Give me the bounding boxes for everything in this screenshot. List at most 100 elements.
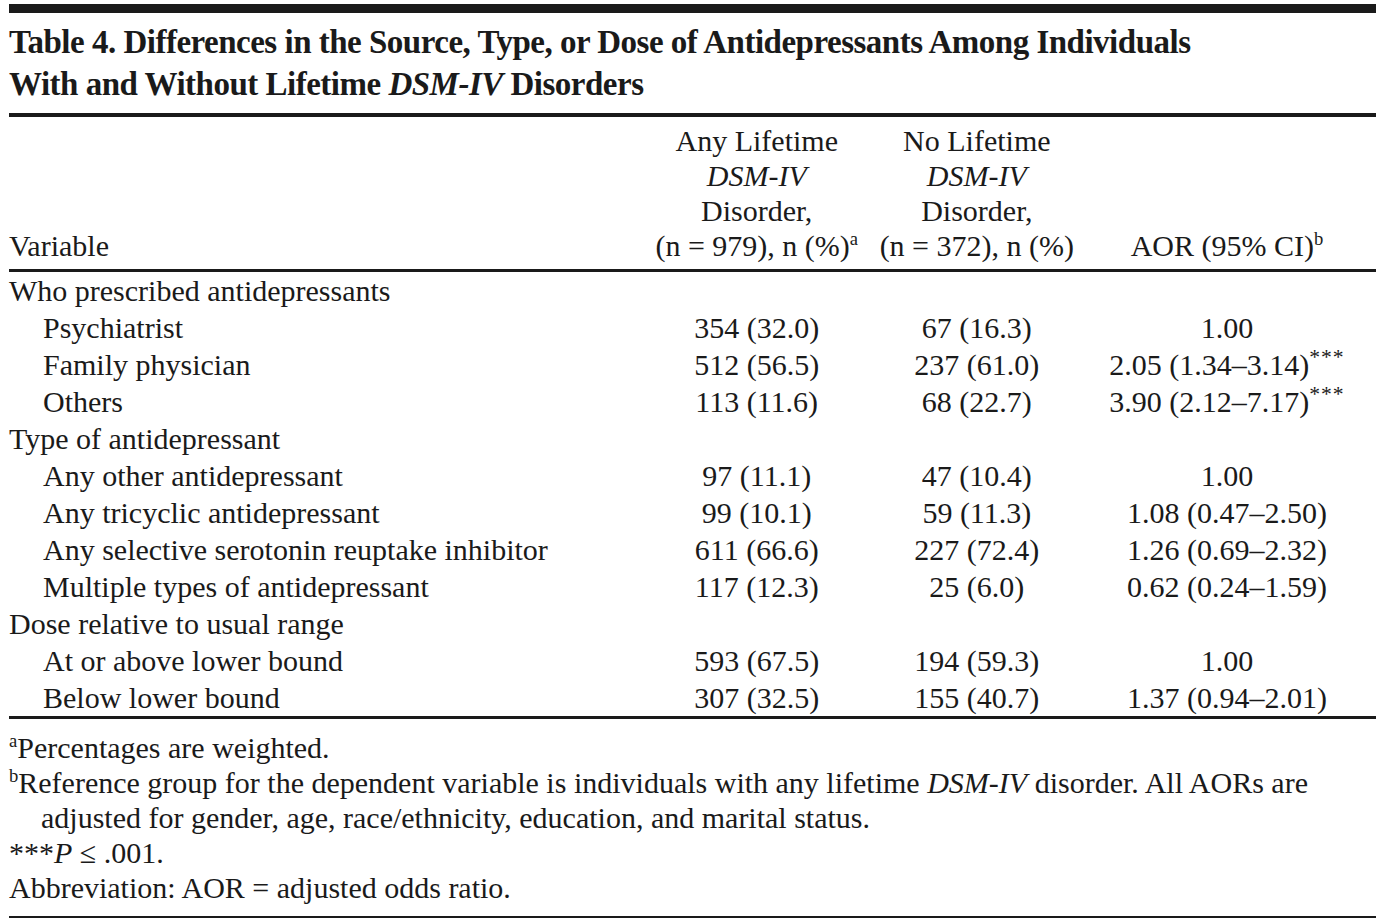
cell-no-lifetime: 155 (40.7)	[876, 679, 1078, 716]
no-lifetime-n: (n = 372), n (%)	[880, 229, 1074, 262]
cell-no-lifetime: 68 (22.7)	[876, 383, 1078, 420]
row-label: At or above lower bound	[9, 642, 638, 679]
column-header-no-lifetime: No Lifetime DSM-IV Disorder, (n = 372), …	[876, 123, 1078, 263]
no-lifetime-line3: Disorder,	[876, 193, 1078, 228]
table-row: Others 113 (11.6) 68 (22.7) 3.90 (2.12–7…	[9, 383, 1376, 420]
row-label: Family physician	[9, 346, 638, 383]
any-lifetime-line3: Disorder,	[638, 193, 876, 228]
footnote-significance: ***P ≤ .001.	[9, 835, 1376, 870]
cell-no-lifetime	[876, 420, 1078, 457]
aor-value: 2.05 (1.34–3.14)	[1109, 348, 1309, 381]
cell-any-lifetime: 512 (56.5)	[638, 346, 876, 383]
cell-aor	[1078, 605, 1376, 642]
cell-any-lifetime: 354 (32.0)	[638, 309, 876, 346]
cell-no-lifetime: 237 (61.0)	[876, 346, 1078, 383]
cell-aor: 1.08 (0.47–2.50)	[1078, 494, 1376, 531]
aor-value: 1.37 (0.94–2.01)	[1127, 681, 1327, 714]
aor-value: 1.00	[1201, 311, 1254, 344]
column-header-variable: Variable	[9, 228, 638, 263]
table-row: Dose relative to usual range	[9, 605, 1376, 642]
no-lifetime-line1: No Lifetime	[876, 123, 1078, 158]
cell-aor	[1078, 272, 1376, 309]
table-row: Family physician 512 (56.5) 237 (61.0) 2…	[9, 346, 1376, 383]
cell-any-lifetime: 99 (10.1)	[638, 494, 876, 531]
footnote-b-sup: b	[9, 765, 18, 786]
row-label: Who prescribed antidepressants	[9, 272, 638, 309]
bottom-rule	[9, 916, 1376, 918]
cell-aor: 1.00	[1078, 309, 1376, 346]
cell-aor: 1.00	[1078, 457, 1376, 494]
cell-any-lifetime: 307 (32.5)	[638, 679, 876, 716]
cell-no-lifetime: 67 (16.3)	[876, 309, 1078, 346]
title-line2-text: With and Without Lifetime	[9, 66, 388, 102]
row-label: Any tricyclic antidepressant	[9, 494, 638, 531]
table-title-line2: With and Without Lifetime DSM-IV Disorde…	[9, 63, 1376, 105]
cell-no-lifetime: 59 (11.3)	[876, 494, 1078, 531]
aor-header-text: AOR (95% CI)	[1131, 229, 1314, 262]
table-row: Any tricyclic antidepressant 99 (10.1) 5…	[9, 494, 1376, 531]
cell-no-lifetime	[876, 605, 1078, 642]
table-row: Who prescribed antidepressants	[9, 272, 1376, 309]
cell-aor: 1.26 (0.69–2.32)	[1078, 531, 1376, 568]
cell-aor: 1.37 (0.94–2.01)	[1078, 679, 1376, 716]
cell-aor: 2.05 (1.34–3.14)***	[1078, 346, 1376, 383]
significance-stars: ***	[9, 836, 54, 869]
table-row: Multiple types of antidepressant 117 (12…	[9, 568, 1376, 605]
cell-no-lifetime	[876, 272, 1078, 309]
column-header-aor: AOR (95% CI)b	[1078, 228, 1376, 263]
table-row: Any other antidepressant 97 (11.1) 47 (1…	[9, 457, 1376, 494]
cell-aor: 1.00	[1078, 642, 1376, 679]
row-label: Multiple types of antidepressant	[9, 568, 638, 605]
table-row: Psychiatrist 354 (32.0) 67 (16.3) 1.00	[9, 309, 1376, 346]
top-rule	[9, 4, 1376, 13]
cell-aor: 0.62 (0.24–1.59)	[1078, 568, 1376, 605]
footnote-abbreviation: Abbreviation: AOR = adjusted odds ratio.	[9, 870, 1376, 905]
table-row: Type of antidepressant	[9, 420, 1376, 457]
table-header-row: Variable Any Lifetime DSM-IV Disorder, (…	[9, 117, 1376, 269]
cell-any-lifetime	[638, 420, 876, 457]
cell-any-lifetime: 593 (67.5)	[638, 642, 876, 679]
row-label: Below lower bound	[9, 679, 638, 716]
table-title-line1: Table 4. Differences in the Source, Type…	[9, 21, 1376, 63]
footnote-a-text: Percentages are weighted.	[17, 731, 329, 764]
row-label: Dose relative to usual range	[9, 605, 638, 642]
table-row: At or above lower bound 593 (67.5) 194 (…	[9, 642, 1376, 679]
no-lifetime-line4: (n = 372), n (%)	[876, 228, 1078, 263]
title-dsm-iv-italic: DSM-IV	[388, 66, 502, 102]
footnote-b: bReference group for the dependent varia…	[9, 765, 1376, 835]
aor-value: 1.08 (0.47–2.50)	[1127, 496, 1327, 529]
table-row: Below lower bound 307 (32.5) 155 (40.7) …	[9, 679, 1376, 716]
cell-aor: 3.90 (2.12–7.17)***	[1078, 383, 1376, 420]
cell-any-lifetime: 113 (11.6)	[638, 383, 876, 420]
table-title: Table 4. Differences in the Source, Type…	[9, 13, 1376, 113]
table-body: Who prescribed antidepressants Psychiatr…	[9, 272, 1376, 716]
aor-value: 1.00	[1201, 644, 1254, 677]
row-label: Any other antidepressant	[9, 457, 638, 494]
cell-any-lifetime: 611 (66.6)	[638, 531, 876, 568]
dsm-iv-italic: DSM-IV	[927, 766, 1027, 799]
row-label: Others	[9, 383, 638, 420]
cell-any-lifetime	[638, 605, 876, 642]
dsm-iv-italic: DSM-IV	[927, 159, 1027, 192]
aor-value: 1.00	[1201, 459, 1254, 492]
row-label: Any selective serotonin reuptake inhibit…	[9, 531, 638, 568]
table-footnotes: aPercentages are weighted. bReference gr…	[9, 719, 1376, 916]
title-line2-suffix: Disorders	[503, 66, 644, 102]
dsm-iv-italic: DSM-IV	[707, 159, 807, 192]
footnote-a-marker: a	[850, 228, 858, 249]
table-page: Table 4. Differences in the Source, Type…	[0, 0, 1385, 918]
cell-any-lifetime: 97 (11.1)	[638, 457, 876, 494]
cell-no-lifetime: 194 (59.3)	[876, 642, 1078, 679]
any-lifetime-line2: DSM-IV	[638, 158, 876, 193]
row-label: Type of antidepressant	[9, 420, 638, 457]
p-value-italic: P	[54, 836, 72, 869]
column-header-any-lifetime: Any Lifetime DSM-IV Disorder, (n = 979),…	[638, 123, 876, 263]
aor-value: 0.62 (0.24–1.59)	[1127, 570, 1327, 603]
any-lifetime-line4: (n = 979), n (%)a	[638, 228, 876, 263]
cell-no-lifetime: 25 (6.0)	[876, 568, 1078, 605]
cell-any-lifetime: 117 (12.3)	[638, 568, 876, 605]
significance-marker: ***	[1309, 345, 1344, 369]
table-row: Any selective serotonin reuptake inhibit…	[9, 531, 1376, 568]
footnote-b-marker: b	[1314, 228, 1323, 249]
cell-no-lifetime: 227 (72.4)	[876, 531, 1078, 568]
